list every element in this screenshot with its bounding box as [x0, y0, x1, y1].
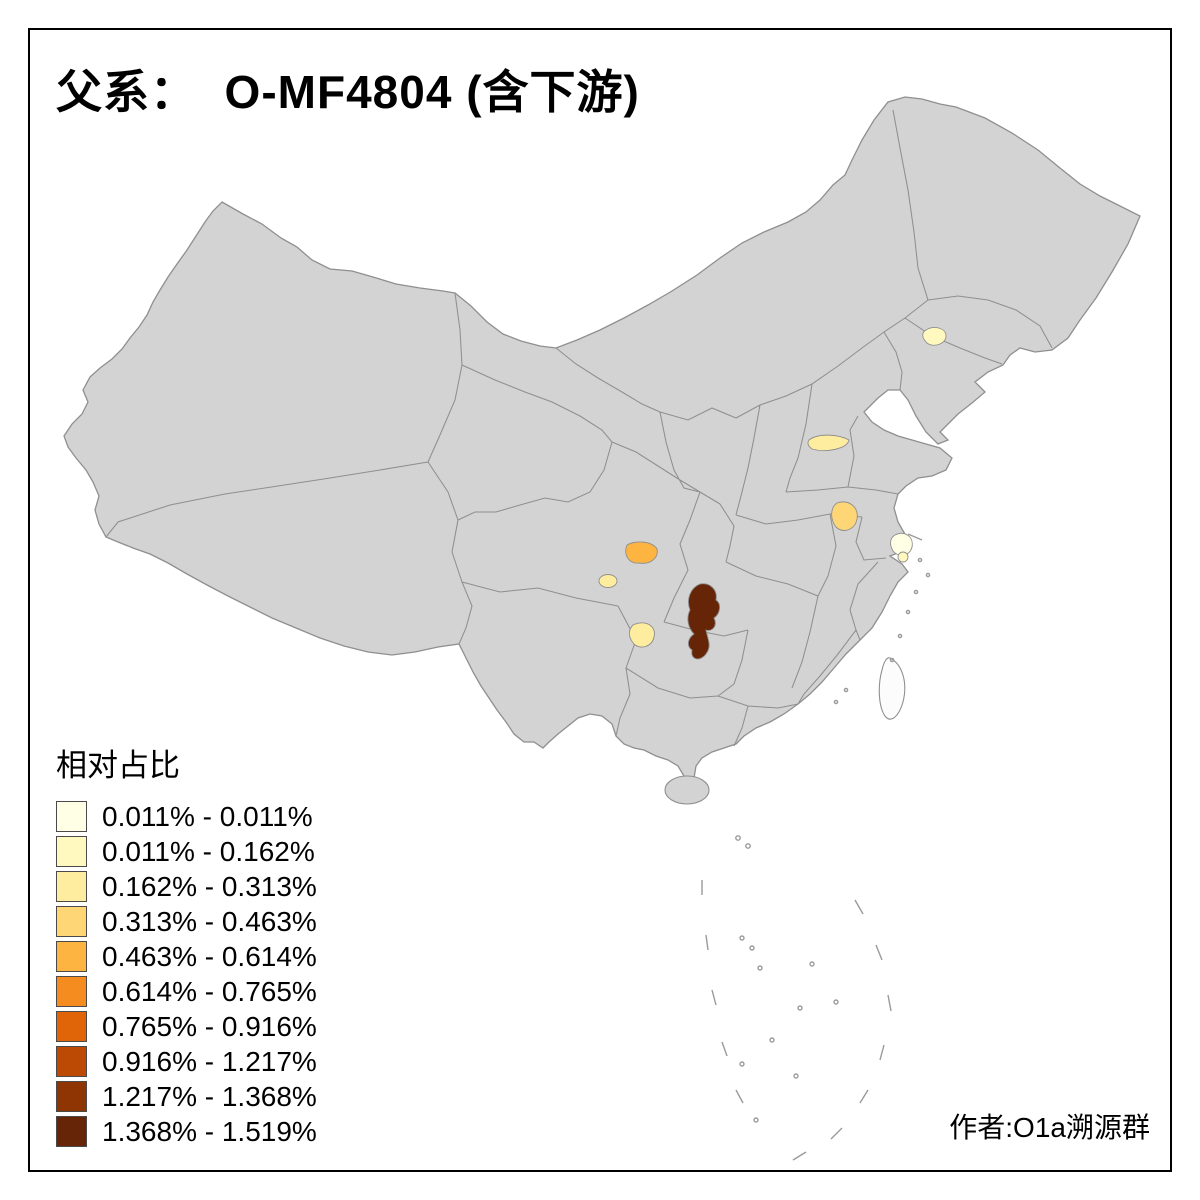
page-title: 父系： O-MF4804 (含下游)	[56, 66, 640, 118]
region-anhui-gold	[831, 501, 858, 531]
legend-item: 0.765% - 0.916%	[56, 1009, 317, 1044]
legend-swatch	[56, 836, 87, 867]
nine-dash-line	[701, 880, 892, 1161]
region-sichuan-orange	[625, 541, 658, 564]
region-south-sichuan-yellow	[628, 622, 655, 648]
legend-swatch	[56, 871, 87, 902]
legend: 相对占比 0.011% - 0.011% 0.011% - 0.162% 0.1…	[56, 740, 317, 1149]
legend-swatch	[56, 1081, 87, 1112]
legend-label: 0.765% - 0.916%	[102, 1010, 317, 1042]
legend-items: 0.011% - 0.011% 0.011% - 0.162% 0.162% -…	[56, 799, 317, 1149]
legend-item: 0.313% - 0.463%	[56, 904, 317, 939]
author-credit: 作者:O1a溯源群	[949, 1112, 1150, 1143]
legend-swatch	[56, 976, 87, 1007]
legend-label: 1.217% - 1.368%	[102, 1080, 317, 1112]
legend-swatch	[56, 801, 87, 832]
legend-item: 0.162% - 0.313%	[56, 869, 317, 904]
legend-swatch	[56, 1011, 87, 1042]
legend-label: 0.011% - 0.011%	[102, 800, 313, 832]
legend-label: 0.313% - 0.463%	[102, 905, 317, 937]
legend-title: 相对占比	[56, 748, 180, 783]
legend-label: 0.463% - 0.614%	[102, 940, 317, 972]
region-henan-pale-yellow	[807, 434, 850, 451]
legend-swatch	[56, 1116, 87, 1147]
legend-item: 0.011% - 0.162%	[56, 834, 317, 869]
legend-label: 0.011% - 0.162%	[102, 835, 315, 867]
legend-swatch	[56, 941, 87, 972]
legend-item: 0.614% - 0.765%	[56, 974, 317, 1009]
legend-item: 1.217% - 1.368%	[56, 1079, 317, 1114]
region-northeast-jilin-pale	[922, 327, 947, 346]
legend-item: 1.368% - 1.519%	[56, 1114, 317, 1149]
legend-label: 0.916% - 1.217%	[102, 1045, 317, 1077]
hainan-island	[664, 775, 710, 805]
region-shanghai-small-pale	[897, 551, 909, 563]
legend-item: 0.916% - 1.217%	[56, 1044, 317, 1079]
taiwan-island	[878, 657, 906, 720]
region-sichuan-small-pale	[598, 574, 618, 588]
legend-item: 0.463% - 0.614%	[56, 939, 317, 974]
legend-label: 0.614% - 0.765%	[102, 975, 317, 1007]
legend-label: 0.162% - 0.313%	[102, 870, 317, 902]
legend-label: 1.368% - 1.519%	[102, 1115, 317, 1147]
legend-swatch	[56, 1046, 87, 1077]
small-islands	[735, 533, 931, 1123]
legend-item: 0.011% - 0.011%	[56, 799, 317, 834]
legend-swatch	[56, 906, 87, 937]
province-borders	[105, 109, 1053, 747]
region-chongqing-dark-max	[687, 583, 721, 660]
china-outline	[63, 96, 1141, 788]
